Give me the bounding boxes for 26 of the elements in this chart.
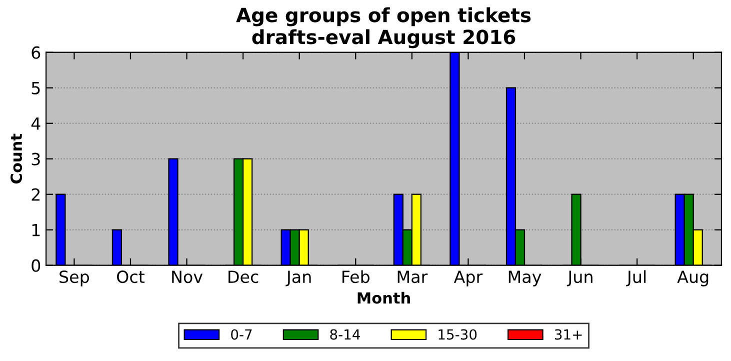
x-tick-label: Jan	[286, 270, 311, 286]
chart-title: Age groups of open tickets drafts-eval August 2016	[236, 7, 531, 48]
y-tick-label: 0	[32, 259, 40, 272]
legend-label: 8-14	[330, 329, 360, 340]
x-tick-label: Oct	[117, 270, 144, 284]
x-tick-label: Aug	[677, 270, 708, 286]
x-tick-label: Jul	[626, 270, 646, 286]
y-tick-label: 4	[31, 118, 40, 130]
legend-label: 0-7	[231, 329, 252, 340]
legend-label: 31+	[554, 329, 582, 340]
x-tick-label: Nov	[172, 270, 203, 284]
x-tick-label: Apr	[454, 270, 483, 286]
legend-label: 15-30	[438, 329, 477, 340]
y-tick-label: 6	[32, 46, 40, 59]
y-axis-title: Count	[10, 134, 22, 184]
x-tick-label: May	[508, 270, 542, 286]
y-tick-label: 2	[32, 188, 40, 201]
x-tick-label: Dec	[228, 270, 258, 284]
y-tick-label: 3	[32, 152, 40, 166]
x-tick-label: Sep	[60, 270, 89, 286]
x-axis-title: Month	[358, 292, 410, 304]
x-tick-label: Feb	[342, 270, 370, 284]
y-tick-label: 5	[32, 82, 40, 94]
x-tick-label: Jun	[566, 270, 592, 286]
x-tick-label: Mar	[398, 270, 428, 284]
y-tick-label: 1	[32, 224, 40, 236]
